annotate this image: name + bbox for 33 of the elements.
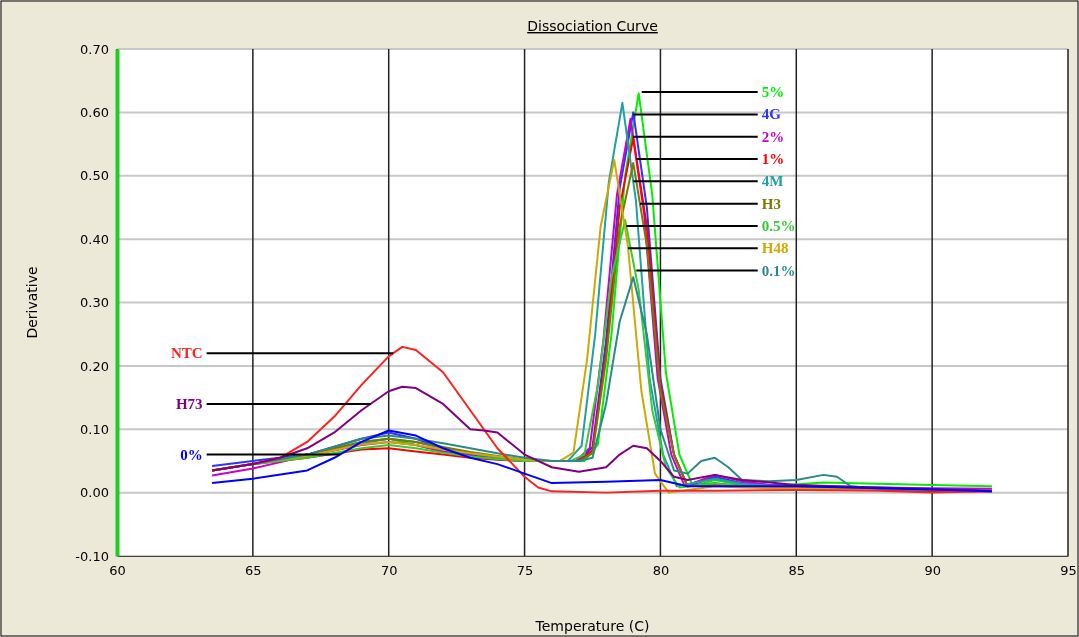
text: NTC — [170, 345, 203, 362]
y-tick-label: 0.40 — [80, 231, 109, 247]
line-series — [211, 429, 993, 493]
x-tick-label: 80 — [652, 563, 670, 579]
y-tick-label: 0.70 — [80, 41, 109, 57]
text: H3 — [761, 195, 781, 212]
text: 0.1% — [761, 262, 796, 279]
x-tick-label: 75 — [516, 563, 534, 579]
y-tick-label: 0.00 — [80, 485, 109, 501]
text: 0.5% — [761, 217, 796, 234]
text: 4M — [761, 173, 784, 190]
y-tick-label: 0.20 — [80, 358, 109, 374]
y-tick-label: 0.50 — [80, 168, 109, 184]
y-tick-label: 0.60 — [80, 105, 109, 121]
x-tick-label: 90 — [924, 563, 941, 579]
text: 5% — [761, 84, 785, 101]
x-tick-label: 85 — [788, 563, 806, 579]
x-tick-label: 95 — [1060, 563, 1077, 579]
x-tick-label: 60 — [109, 563, 126, 579]
y-tick-label: -0.10 — [75, 548, 109, 564]
y-tick-label: 0.10 — [80, 421, 109, 437]
text: 2% — [761, 128, 785, 145]
series-label: 0% — [180, 446, 203, 463]
y-tick-label: 0.30 — [80, 295, 109, 311]
text: 4G — [761, 106, 782, 123]
text: H48 — [761, 240, 789, 257]
x-axis-title: Temperature (C) — [534, 618, 650, 634]
y-axis-title: Derivative — [24, 266, 40, 339]
chart-title: Dissociation Curve — [527, 18, 658, 34]
text: H73 — [175, 395, 203, 412]
text: 1% — [761, 151, 785, 168]
x-tick-label: 65 — [245, 563, 262, 579]
x-tick-label: 70 — [380, 563, 398, 579]
